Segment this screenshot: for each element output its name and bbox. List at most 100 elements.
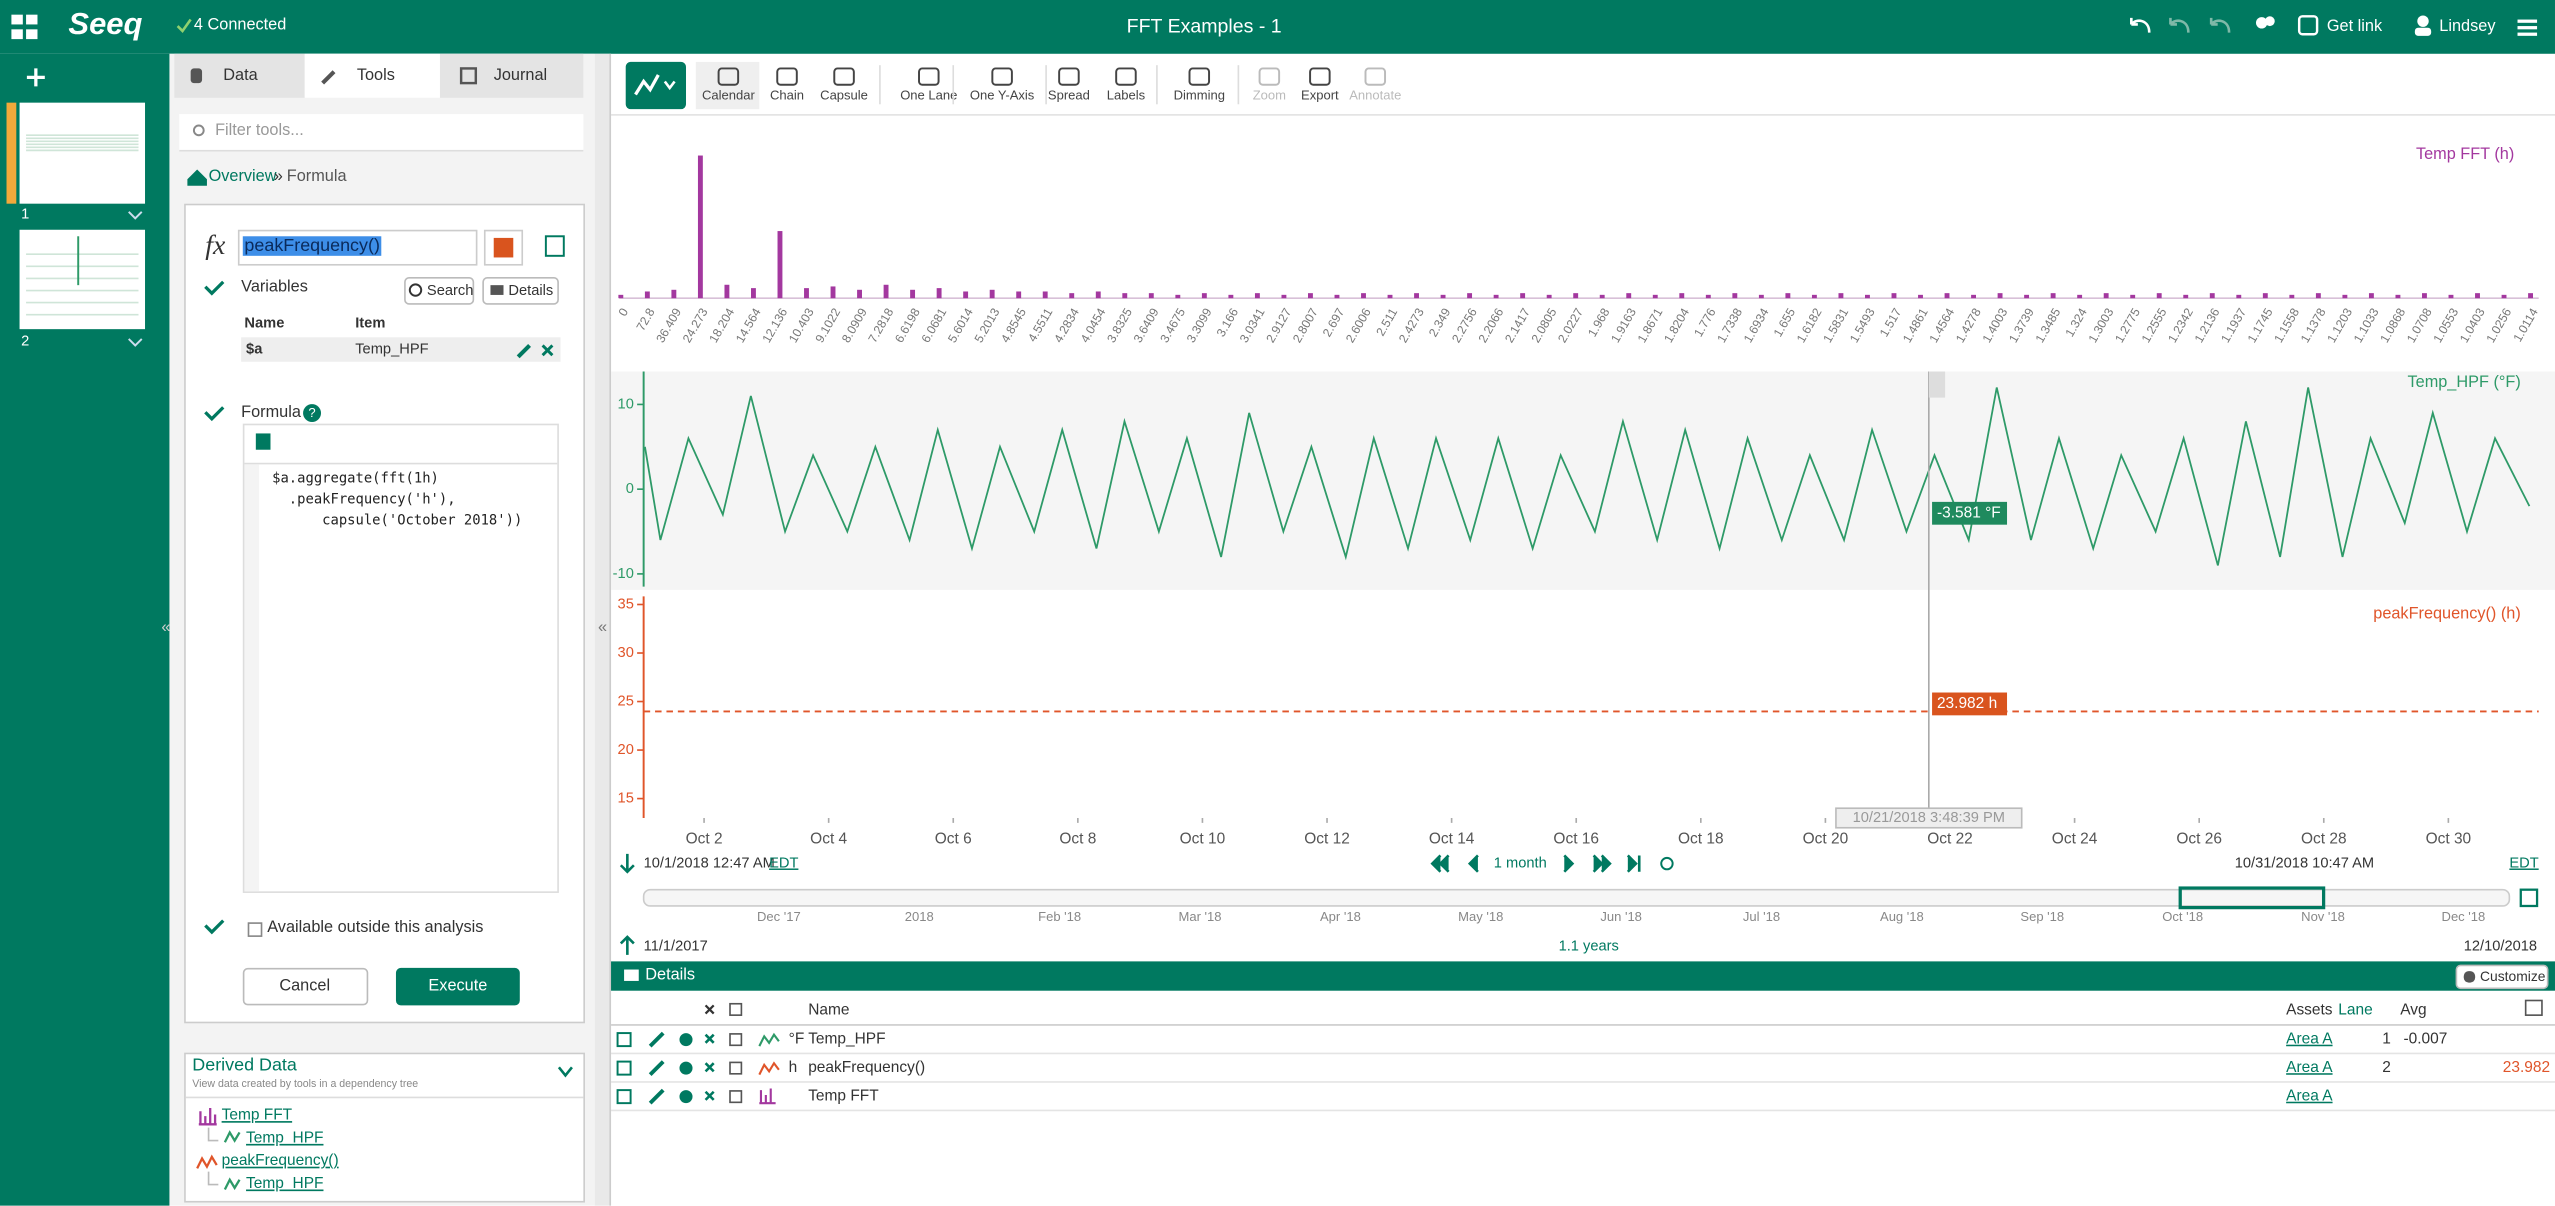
splitter[interactable] — [594, 53, 612, 1206]
checkbox[interactable] — [247, 922, 263, 937]
history-icon[interactable] — [2169, 17, 2190, 33]
focus-icon[interactable] — [648, 1031, 665, 1048]
refresh-icon[interactable] — [1660, 856, 1674, 871]
remove-icon[interactable] — [704, 1033, 715, 1044]
tab[interactable] — [439, 53, 584, 98]
code-line: $a.aggregate(fft(1h) — [272, 470, 439, 488]
bar — [1546, 294, 1552, 299]
asset-link[interactable]: Area A — [2286, 1088, 2333, 1105]
tool-icon[interactable] — [991, 67, 1013, 86]
overview-tick-label: Apr '18 — [1320, 909, 1361, 924]
worksheet-thumbnail[interactable] — [19, 102, 146, 204]
derived-item[interactable]: peakFrequency() — [221, 1152, 339, 1170]
customize-button[interactable] — [2455, 964, 2549, 990]
remove-icon[interactable] — [704, 1090, 715, 1101]
collapse-handle[interactable]: « — [598, 619, 608, 638]
help-icon[interactable]: ? — [303, 404, 322, 423]
x-tick-label: 18.204 — [706, 306, 737, 346]
overview-start: 11/1/2017 — [644, 939, 708, 955]
time-control[interactable] — [1563, 854, 1575, 873]
user-menu[interactable]: Lindsey — [2439, 17, 2496, 36]
filter-input[interactable] — [179, 114, 584, 152]
info-icon[interactable] — [679, 1090, 693, 1104]
asset-link[interactable]: Area A — [2286, 1059, 2333, 1076]
derived-item[interactable]: Temp FFT — [221, 1106, 293, 1125]
time-control[interactable] — [1592, 854, 1612, 873]
tool-icon[interactable] — [918, 67, 940, 86]
format-icon[interactable] — [255, 433, 271, 450]
edit-icon[interactable] — [616, 1060, 632, 1076]
asset-link[interactable]: Area A — [2286, 1031, 2333, 1048]
tool-icon[interactable] — [1364, 67, 1387, 86]
history-icon[interactable] — [2209, 17, 2231, 33]
edit-icon[interactable] — [616, 1089, 632, 1105]
color-picker[interactable] — [483, 229, 524, 266]
history-icon[interactable] — [2130, 17, 2151, 33]
tool-icon[interactable] — [1258, 67, 1281, 86]
time-control[interactable] — [1626, 854, 1641, 873]
focus-icon[interactable] — [648, 1088, 665, 1105]
execute-button[interactable] — [395, 967, 520, 1006]
tool-icon[interactable] — [1309, 67, 1331, 86]
column-header[interactable]: Lane — [2338, 1001, 2372, 1018]
checkbox[interactable] — [729, 1090, 743, 1104]
connection-status[interactable]: 4 Connected — [193, 16, 287, 35]
add-worksheet[interactable] — [26, 68, 45, 87]
breadcrumb-link[interactable]: Overview — [208, 167, 277, 186]
info-icon[interactable] — [679, 1033, 693, 1047]
edit-icon[interactable] — [516, 344, 532, 359]
tool-icon[interactable] — [833, 67, 855, 86]
chevron[interactable] — [557, 1066, 573, 1078]
filter-placeholder: Filter tools... — [215, 122, 304, 141]
name-input[interactable] — [237, 229, 478, 266]
cancel-button[interactable] — [242, 967, 369, 1006]
overview-selection[interactable] — [2178, 886, 2326, 910]
worksheet-thumbnail[interactable] — [19, 229, 146, 330]
code-editor[interactable] — [242, 423, 559, 893]
tab-label: Tools — [356, 66, 395, 85]
x-tick-label: 4.8545 — [998, 306, 1029, 346]
tool-icon[interactable] — [1058, 67, 1080, 86]
x-tick-label: Oct 30 — [2426, 830, 2472, 847]
remove-icon[interactable] — [704, 1062, 715, 1073]
edit-icon[interactable] — [616, 1032, 632, 1048]
checkbox[interactable] — [729, 1033, 743, 1047]
tool-icon[interactable] — [1115, 67, 1137, 86]
collapse-handle[interactable]: « — [161, 619, 171, 638]
search-button[interactable] — [404, 277, 475, 305]
share-icon[interactable] — [2255, 17, 2268, 29]
checkbox[interactable] — [729, 1002, 743, 1016]
user-icon[interactable] — [2417, 15, 2429, 27]
x-tick-label: 4.0454 — [1078, 306, 1109, 346]
tool-icon[interactable] — [776, 67, 798, 86]
menu-icon[interactable] — [2517, 26, 2538, 30]
focus-icon[interactable] — [648, 1060, 665, 1077]
overview-tick-label: Dec '17 — [757, 909, 801, 924]
tool-label: Labels — [1107, 88, 1146, 103]
chevron[interactable] — [128, 338, 143, 347]
duration[interactable]: 1 month — [1494, 855, 1547, 871]
checkbox[interactable] — [729, 1061, 743, 1075]
menu-icon[interactable] — [2517, 19, 2538, 23]
tool-icon[interactable] — [717, 67, 740, 86]
derived-item[interactable]: Temp_HPF — [246, 1174, 324, 1193]
chevron[interactable] — [128, 211, 143, 220]
menu-icon[interactable] — [2517, 32, 2538, 36]
x-tick-label: Oct 14 — [1429, 830, 1475, 847]
time-control[interactable] — [1430, 854, 1450, 873]
overview-toggle[interactable] — [2519, 888, 2539, 908]
view-button[interactable] — [625, 61, 687, 110]
link-icon[interactable] — [2297, 15, 2319, 36]
layout-icon[interactable] — [544, 235, 565, 257]
cursor-handle[interactable] — [1928, 371, 1946, 398]
tool-icon[interactable] — [1188, 67, 1211, 86]
tool-label: One Lane — [900, 88, 957, 103]
time-control[interactable] — [1467, 854, 1479, 873]
get-link[interactable]: Get link — [2326, 17, 2383, 36]
derived-item[interactable]: Temp_HPF — [246, 1129, 324, 1148]
y-tick-label: 0 — [626, 481, 634, 497]
info-icon[interactable] — [679, 1061, 693, 1075]
x-tick-label: 1.776 — [1691, 306, 1719, 340]
remove-icon[interactable] — [541, 344, 554, 357]
check-icon — [204, 919, 225, 935]
